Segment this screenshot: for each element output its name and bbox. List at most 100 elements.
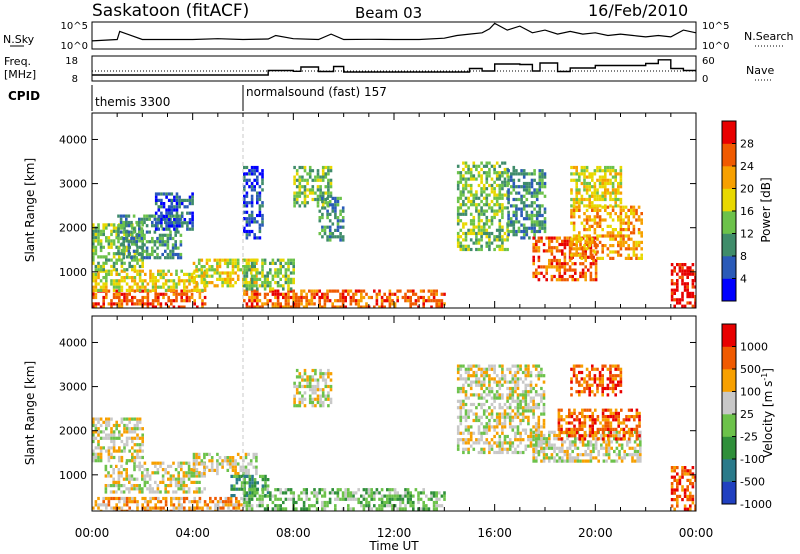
heatmap-cell	[94, 239, 98, 243]
heatmap-cell	[329, 378, 333, 382]
heatmap-cell	[568, 255, 572, 259]
heatmap-cell	[105, 276, 108, 280]
heatmap-cell	[606, 234, 610, 238]
heatmap-cell	[542, 422, 546, 426]
heatmap-cell	[213, 258, 217, 262]
heatmap-cell	[571, 274, 574, 279]
heatmap-cell	[136, 433, 139, 437]
heatmap-cell	[425, 494, 428, 498]
heatmap-cell	[501, 171, 504, 175]
heatmap-cell	[261, 220, 264, 224]
heatmap-cell	[250, 204, 254, 208]
heatmap-cell	[245, 284, 249, 288]
heatmap-cell	[576, 446, 580, 450]
heatmap-cell	[131, 452, 134, 456]
heatmap-cell	[530, 204, 534, 208]
heatmap-cell	[154, 282, 157, 286]
heatmap-cell	[585, 197, 589, 202]
heatmap-cell	[120, 302, 124, 306]
heatmap-cell	[284, 302, 288, 306]
heatmap-cell	[480, 374, 483, 378]
heatmap-cell	[282, 295, 285, 300]
heatmap-cell	[459, 364, 463, 368]
heatmap-cell	[311, 368, 315, 373]
heatmap-cell	[334, 209, 337, 213]
heatmap-cell	[550, 258, 554, 263]
heatmap-cell	[362, 295, 366, 300]
heatmap-cell	[143, 220, 146, 225]
heatmap-cell	[191, 195, 194, 199]
heatmap-cell	[287, 488, 290, 492]
heatmap-cell	[477, 438, 481, 442]
heatmap-cell	[432, 292, 436, 296]
heatmap-cell	[256, 201, 259, 205]
heatmap-cell	[334, 491, 337, 495]
heatmap-cell	[269, 494, 272, 498]
heatmap-cell	[255, 456, 258, 460]
heatmap-cell	[588, 175, 591, 179]
heatmap-cell	[133, 242, 137, 246]
noise-sky-series	[91, 22, 697, 42]
heatmap-cell	[203, 284, 206, 288]
heatmap-cell	[609, 197, 612, 202]
heatmap-cell	[321, 391, 325, 395]
heatmap-cell	[188, 195, 192, 199]
heatmap-cell	[226, 459, 230, 463]
heatmap-cell	[558, 262, 561, 266]
heatmap-cell	[469, 434, 473, 439]
heatmap-cell	[203, 452, 206, 456]
heatmap-cell	[498, 177, 502, 181]
heatmap-cell	[253, 188, 256, 192]
heatmap-cell	[581, 453, 585, 457]
heatmap-cell	[151, 252, 154, 257]
heatmap-cell	[533, 207, 536, 211]
heatmap-cell	[196, 506, 199, 510]
heatmap-cell	[110, 229, 113, 233]
heatmap-cell	[488, 161, 491, 165]
heatmap-cell	[506, 415, 509, 419]
heatmap-cell	[97, 239, 100, 243]
heatmap-cell	[490, 222, 494, 226]
heatmap-cell	[689, 272, 692, 276]
heatmap-cell	[535, 220, 539, 224]
heatmap-cell	[467, 196, 470, 200]
heatmap-cell	[187, 468, 191, 472]
heatmap-cell	[527, 374, 530, 378]
heatmap-cell	[174, 490, 178, 494]
heatmap-cell	[301, 378, 304, 382]
heatmap-cell	[131, 258, 134, 262]
heatmap-cell	[519, 412, 522, 416]
heatmap-cell	[386, 497, 389, 501]
heatmap-cell	[579, 440, 582, 444]
heatmap-cell	[161, 477, 165, 481]
cpid-segment-0: themis 3300	[95, 95, 170, 109]
heatmap-cell	[511, 399, 515, 403]
heatmap-cell	[501, 183, 504, 188]
heatmap-cell	[323, 292, 327, 296]
heatmap-cell	[570, 256, 573, 260]
heatmap-cell	[566, 459, 569, 463]
heatmap-cell	[253, 261, 256, 265]
heatmap-cell	[639, 459, 642, 463]
heatmap-cell	[269, 287, 272, 291]
heatmap-cell	[508, 438, 512, 442]
heatmap-cell	[623, 453, 626, 457]
heatmap-cell	[349, 507, 353, 511]
heatmap-cell	[156, 461, 160, 465]
heatmap-cell	[594, 236, 598, 240]
heatmap-cell	[347, 494, 350, 498]
heatmap-cell	[203, 271, 206, 275]
heatmap-cell	[357, 488, 360, 492]
heatmap-cell	[326, 209, 329, 213]
heatmap-cell	[118, 430, 121, 434]
heatmap-cell	[329, 191, 333, 195]
heatmap-cell	[488, 174, 491, 178]
heatmap-cell	[517, 226, 521, 230]
heatmap-cell	[495, 238, 499, 242]
heatmap-cell	[553, 265, 556, 269]
heatmap-cell	[571, 459, 574, 463]
heatmap-cell	[153, 249, 157, 253]
velocity-heatmap	[92, 364, 696, 511]
heatmap-cell	[393, 491, 397, 495]
heatmap-cell	[154, 211, 158, 215]
